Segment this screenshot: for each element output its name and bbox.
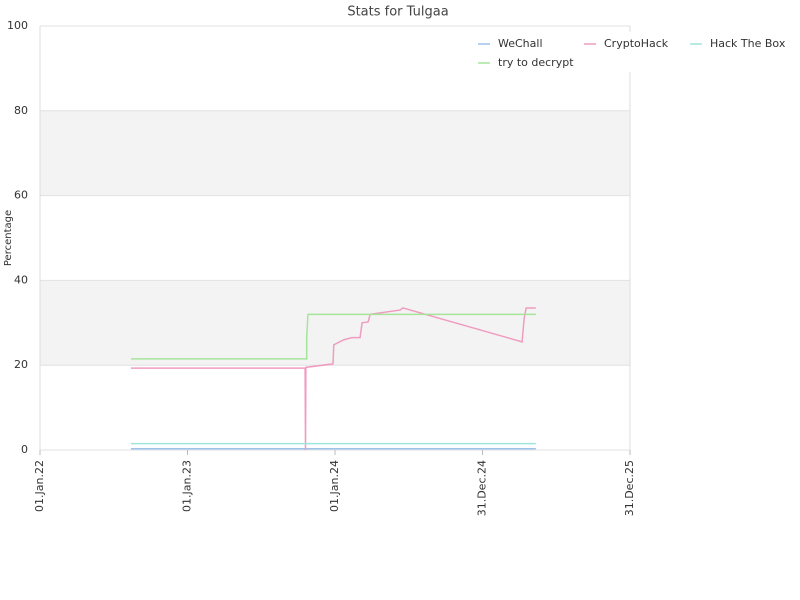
x-tick-label: 31.Dec.24: [476, 460, 489, 516]
legend-label: WeChall: [498, 37, 543, 50]
legend-label: CryptoHack: [604, 37, 669, 50]
y-axis-label: Percentage: [3, 210, 14, 266]
y-tick-label: 20: [14, 358, 28, 371]
x-tick-label: 31.Dec.25: [623, 460, 636, 516]
x-tick-label: 01.Jan.22: [33, 460, 46, 512]
grid-band: [40, 110, 630, 196]
grid-band: [40, 280, 630, 366]
legend-box: [468, 32, 800, 72]
legend-label: try to decrypt: [498, 56, 574, 69]
y-tick-label: 100: [7, 19, 28, 32]
y-tick-label: 80: [14, 104, 28, 117]
y-tick-label: 40: [14, 273, 28, 286]
data-line: [130, 307, 536, 451]
y-tick-label: 60: [14, 189, 28, 202]
chart-title: Stats for Tulgaa: [347, 5, 448, 20]
data-line: [130, 313, 536, 360]
legend-label: Hack The Box: [710, 37, 786, 50]
y-tick-label: 0: [21, 443, 28, 456]
x-tick-label: 01.Jan.23: [181, 460, 194, 512]
x-tick-label: 01.Jan.24: [328, 460, 341, 512]
